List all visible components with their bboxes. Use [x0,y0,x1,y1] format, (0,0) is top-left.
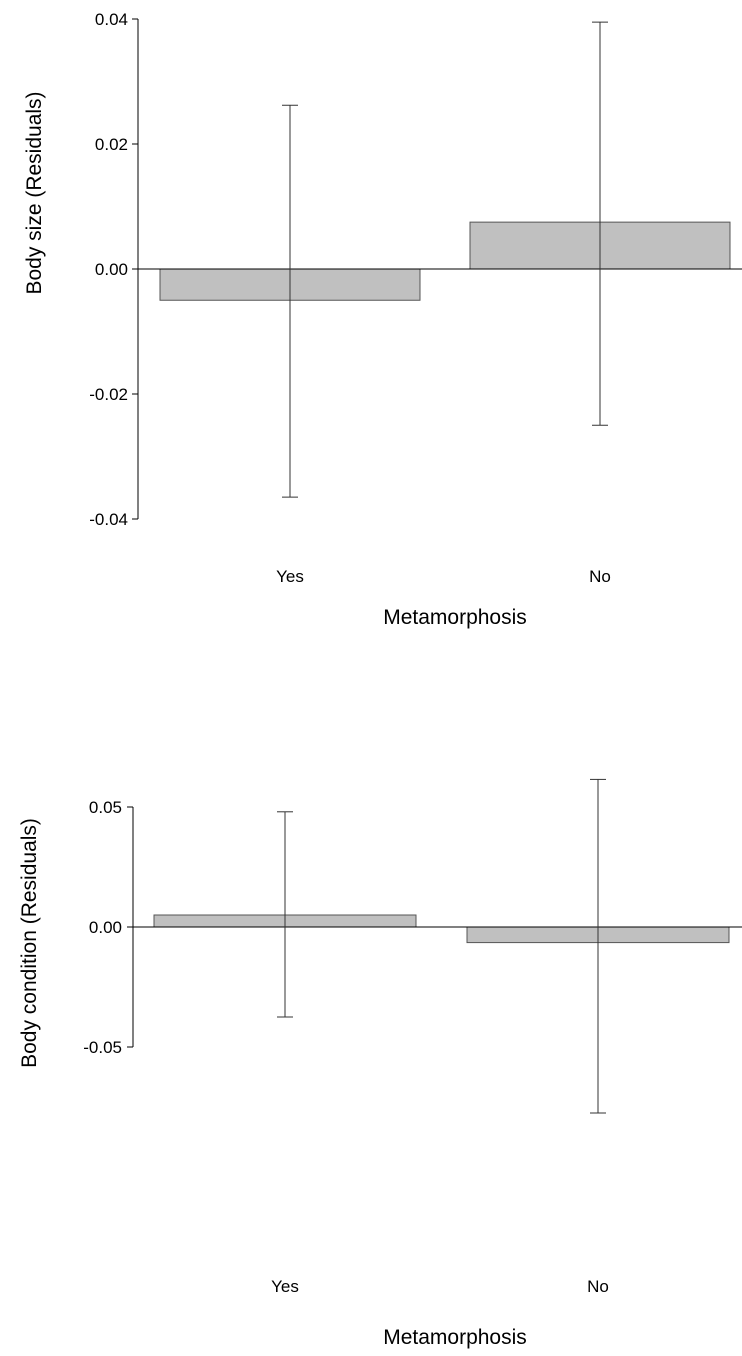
category-labels-group: Yes No [271,1277,609,1296]
y-axis-title: Body condition (Residuals) [18,818,41,1068]
y-tick-label: -0.04 [89,510,128,529]
panel-body-size: 0.04 0.02 0.00 -0.02 -0.04 Yes No Body size (… [23,10,742,629]
y-ticks-group: 0.05 0.00 -0.05 [83,798,133,1057]
y-tick-label: 0.05 [89,798,122,817]
y-tick-label: 0.04 [95,10,128,29]
category-labels-group: Yes No [276,567,611,586]
x-axis-title: Metamorphosis [383,606,527,629]
x-category-label: Yes [271,1277,299,1296]
panel-body-condition: 0.05 0.00 -0.05 Yes No Body condition (Resi… [18,778,742,1349]
y-tick-label: 0.00 [89,918,122,937]
error-bar-no [590,778,606,1114]
error-bars-group [282,21,608,498]
y-tick-label: 0.02 [95,135,128,154]
x-category-label: No [587,1277,609,1296]
error-bar-no [592,21,608,426]
y-tick-label: 0.00 [95,260,128,279]
x-axis-title: Metamorphosis [383,1326,527,1349]
y-ticks-group: 0.04 0.02 0.00 -0.02 -0.04 [89,10,138,529]
error-bar-yes [277,811,293,1018]
y-axis-title: Body size (Residuals) [23,91,46,294]
bars-group [153,914,730,944]
x-category-label: No [589,567,611,586]
y-tick-label: -0.05 [83,1038,122,1057]
error-bars-group [277,778,606,1114]
bars-group [159,221,731,301]
x-category-label: Yes [276,567,304,586]
y-tick-label: -0.02 [89,385,128,404]
error-bar-yes [282,104,298,498]
